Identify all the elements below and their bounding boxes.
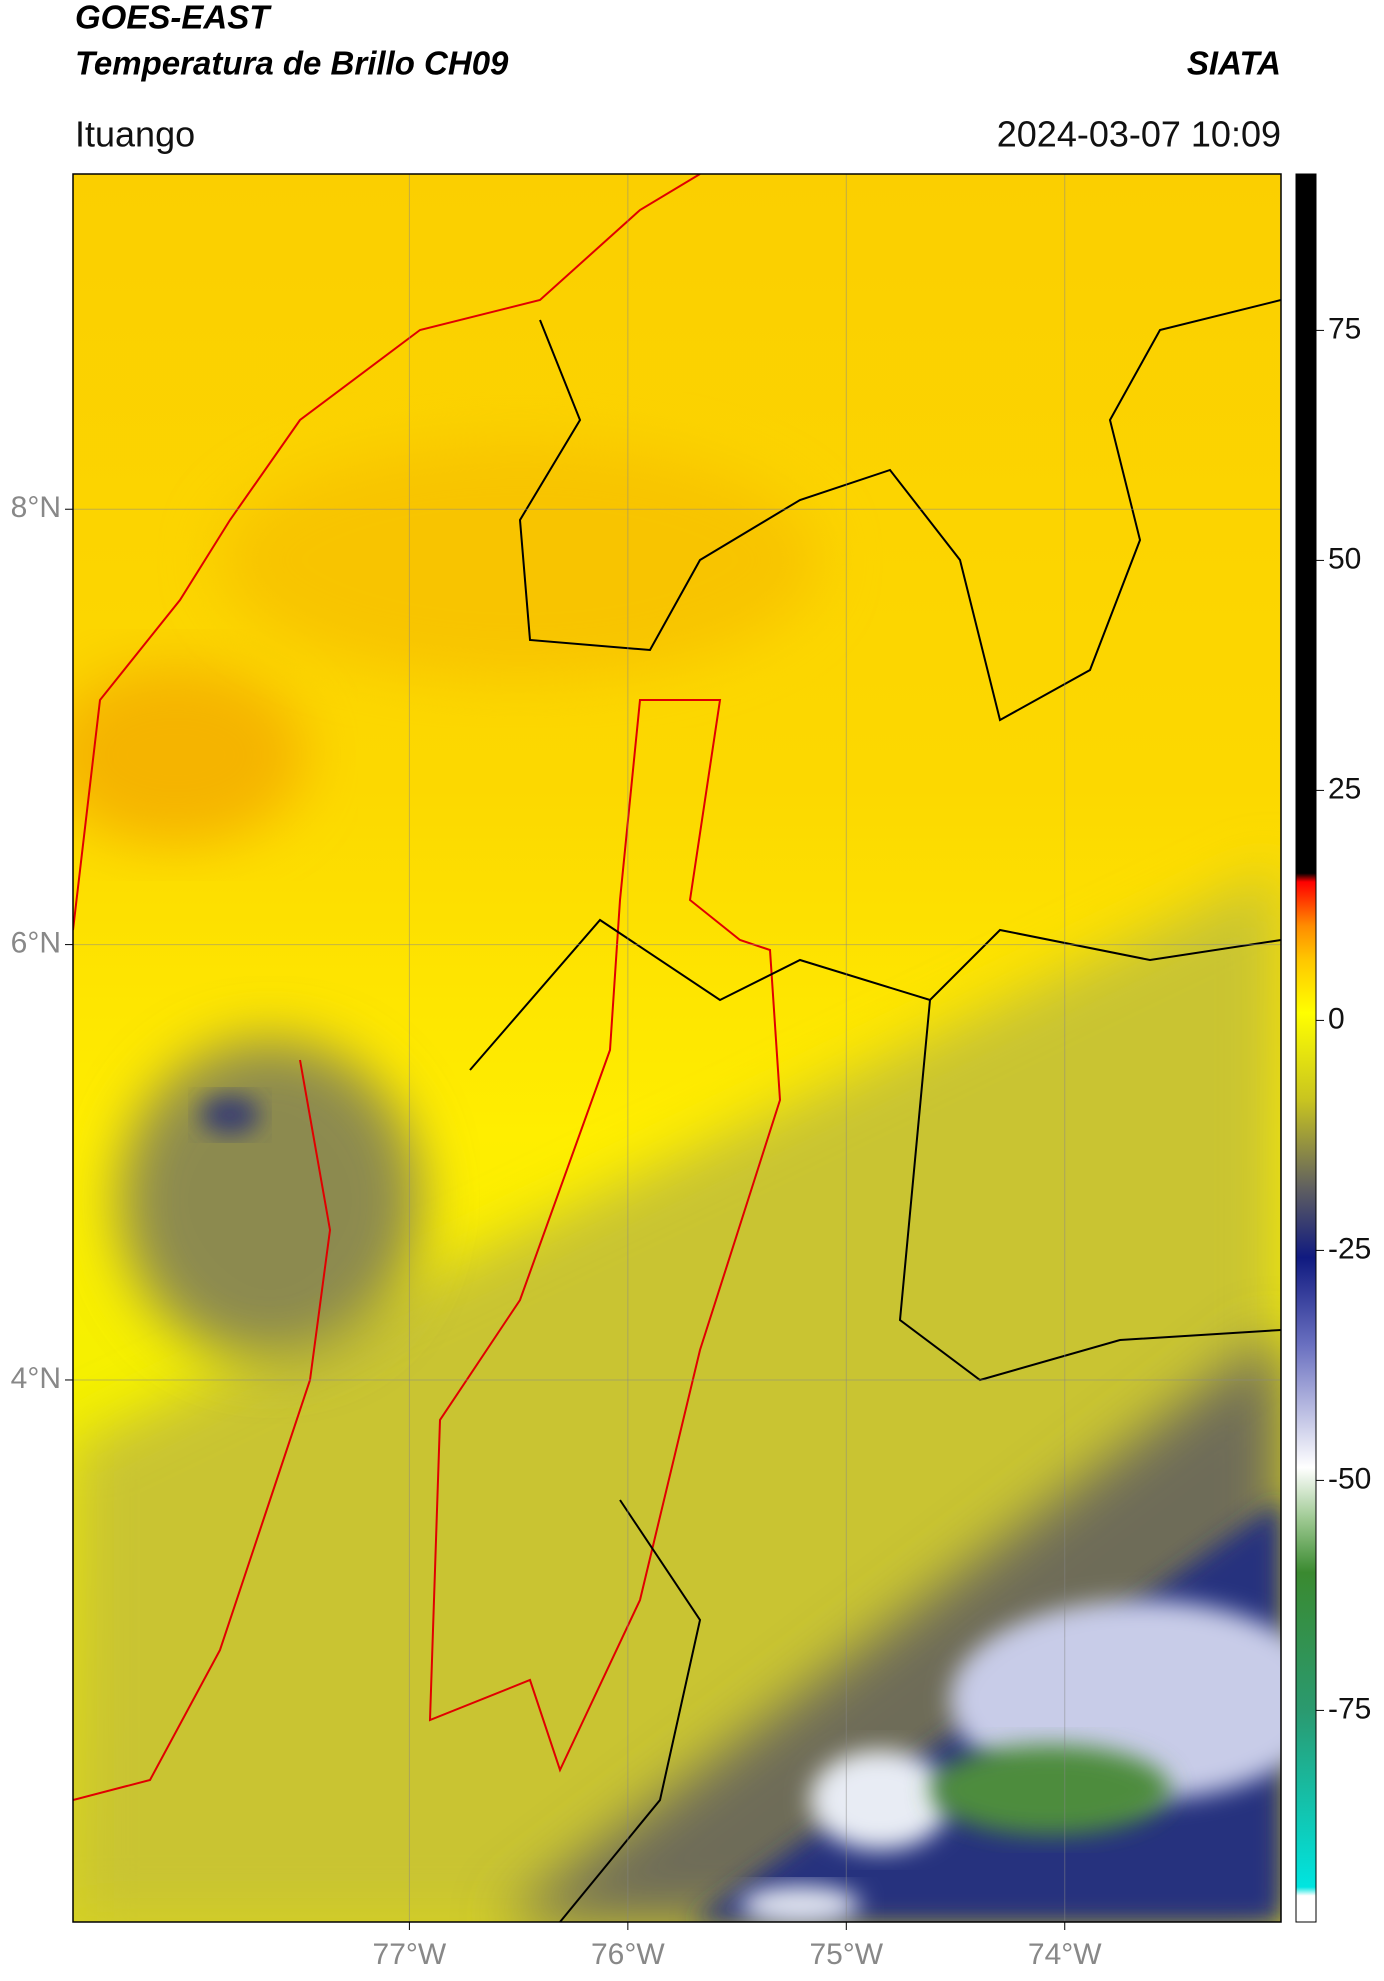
graticule xyxy=(73,174,1281,1922)
colorbar-label: -50 xyxy=(1328,1462,1371,1495)
colorbar-label: 50 xyxy=(1328,542,1361,575)
colorbar-label: 25 xyxy=(1328,772,1361,805)
colorbar-label: 0 xyxy=(1328,1002,1345,1035)
lat-label: 4°N xyxy=(11,1362,61,1395)
colorbar-label: -75 xyxy=(1328,1692,1371,1725)
colorbar xyxy=(1295,173,1317,1923)
satellite-image xyxy=(73,174,1281,1922)
source: SIATA xyxy=(1187,45,1281,82)
map-frame xyxy=(72,173,1282,1923)
lat-label: 6°N xyxy=(11,927,61,960)
lon-label: 77°W xyxy=(373,1938,447,1971)
lon-label: 76°W xyxy=(591,1938,665,1971)
colorbar-label: 75 xyxy=(1328,312,1361,345)
colorbar-label: -25 xyxy=(1328,1232,1371,1265)
satellite: GOES-EAST xyxy=(75,0,272,36)
location: Ituango xyxy=(75,114,195,155)
lon-label: 74°W xyxy=(1028,1938,1102,1971)
lon-label: 75°W xyxy=(809,1938,883,1971)
datetime: 2024-03-07 10:09 xyxy=(997,114,1281,155)
lat-label: 8°N xyxy=(11,491,61,524)
title: Temperatura de Brillo CH09 xyxy=(75,45,509,82)
